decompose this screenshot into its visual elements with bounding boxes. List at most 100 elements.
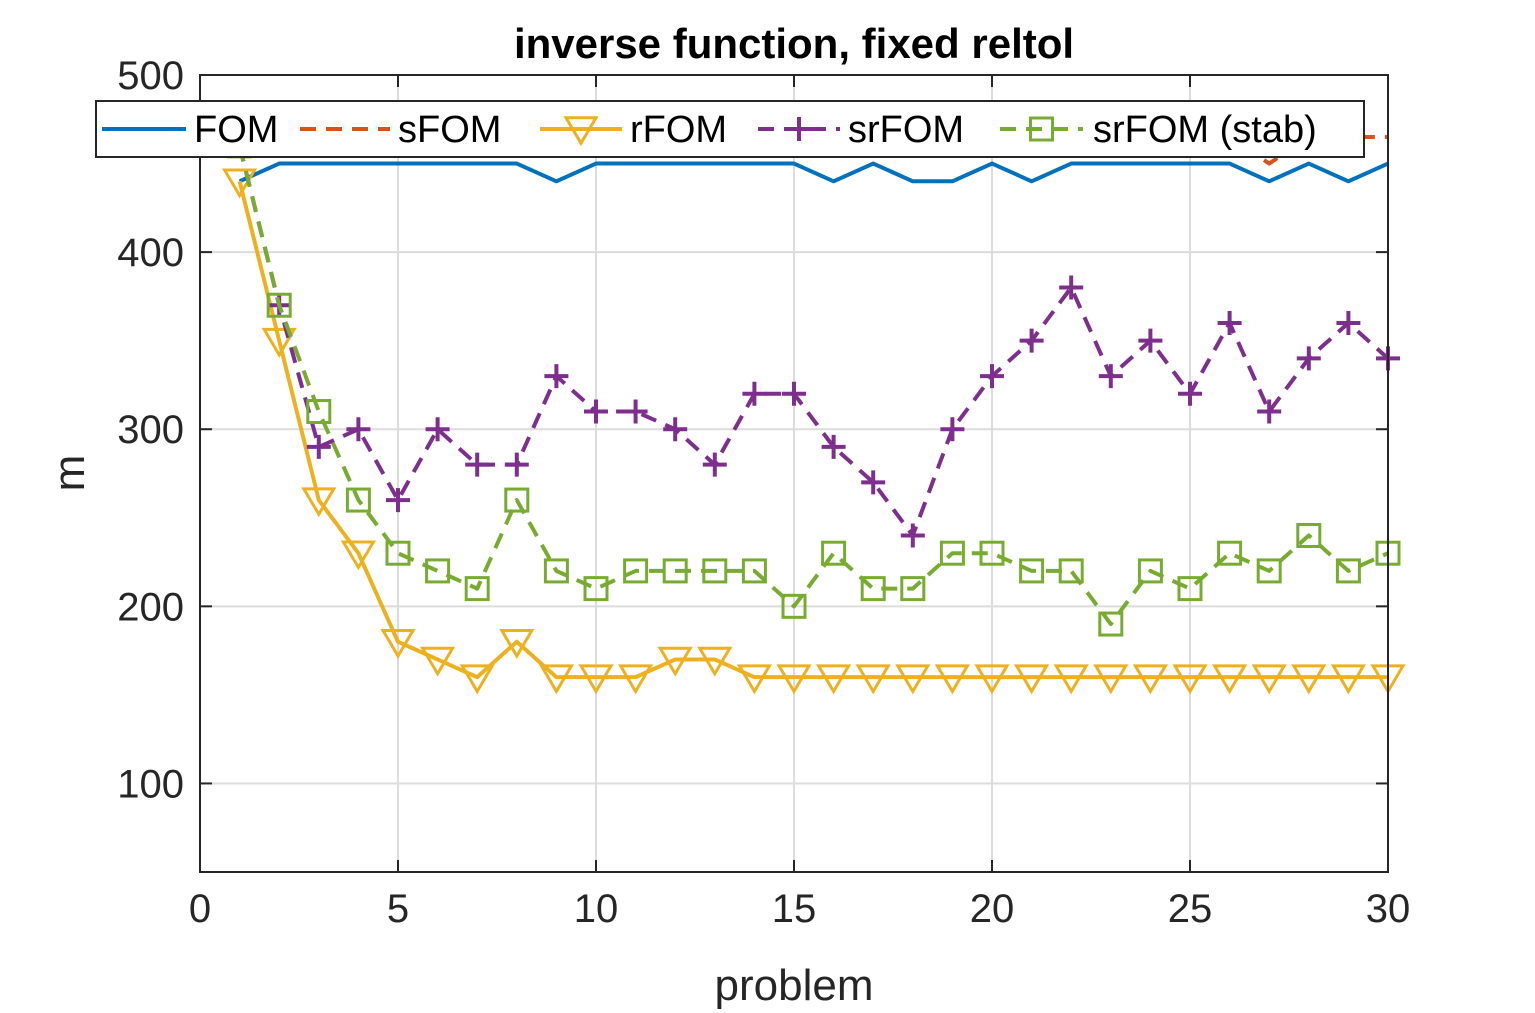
data-point [860, 576, 886, 602]
data-point [499, 629, 535, 659]
data-point [1059, 275, 1084, 300]
data-point [425, 417, 450, 442]
data-point [980, 364, 1004, 389]
data-point [1132, 664, 1169, 695]
legend-entry: srFOM (stab) [1000, 109, 1317, 151]
legend-entry: srFOM [758, 109, 964, 151]
series-srfom-stab [227, 133, 1401, 637]
data-point [776, 664, 812, 695]
data-point [702, 558, 728, 584]
data-point [895, 664, 931, 695]
legend-entry: sFOM [300, 109, 501, 151]
data-point [736, 664, 773, 695]
data-point [1178, 381, 1202, 406]
data-point [1330, 664, 1367, 695]
legend-entry: FOM [102, 109, 278, 151]
y-tick-label: 300 [117, 408, 184, 452]
data-point [583, 576, 609, 602]
data-point [386, 488, 410, 513]
data-point [940, 417, 965, 442]
legend-label: srFOM [848, 109, 964, 151]
data-point [1335, 558, 1361, 584]
data-point [741, 558, 767, 584]
data-point [380, 629, 416, 659]
data-point [306, 434, 331, 459]
data-point [544, 364, 569, 389]
data-point [1177, 576, 1203, 602]
data-point [419, 646, 456, 677]
data-point [1053, 664, 1089, 695]
data-point [301, 487, 337, 518]
data-point [504, 487, 530, 513]
data-point [459, 664, 495, 695]
x-tick-label: 5 [387, 887, 409, 931]
data-point [346, 417, 371, 442]
data-point [1019, 558, 1045, 584]
data-point [697, 646, 733, 677]
data-point [1296, 522, 1322, 548]
legend-label: rFOM [630, 109, 727, 151]
data-point [465, 452, 490, 477]
data-point [900, 523, 925, 548]
data-point [345, 487, 371, 513]
data-point [663, 417, 688, 442]
series-line [237, 180, 1388, 680]
y-tick-label: 200 [117, 585, 184, 629]
y-tick-label: 400 [117, 231, 184, 275]
data-point [1291, 664, 1327, 695]
data-point [306, 399, 332, 425]
data-point [1138, 328, 1163, 353]
data-point [979, 540, 1005, 566]
data-point [1098, 611, 1124, 637]
grid [200, 75, 1388, 872]
data-point [538, 664, 575, 695]
x-tick-label: 30 [1366, 887, 1411, 931]
data-point [623, 558, 649, 584]
data-point [261, 327, 297, 358]
data-point [855, 664, 891, 695]
data-point [617, 664, 654, 695]
data-point [782, 381, 806, 406]
y-tick-label: 100 [117, 762, 184, 806]
x-tick-label: 0 [189, 887, 211, 931]
data-point [821, 540, 847, 566]
data-point [340, 540, 377, 571]
data-point [543, 558, 569, 584]
data-point [934, 664, 971, 695]
data-point [1336, 310, 1361, 335]
y-tick-label: 500 [117, 54, 184, 98]
chart-title: inverse function, fixed reltol [514, 20, 1074, 67]
data-point [1019, 328, 1044, 353]
data-point [464, 576, 490, 602]
data-point [1217, 540, 1243, 566]
x-tick-label: 25 [1168, 887, 1213, 931]
data-point [1256, 558, 1282, 584]
data-point [900, 576, 926, 602]
series-rfom [221, 168, 1406, 695]
legend-marker [1029, 116, 1054, 142]
axis-ticks [199, 74, 1389, 872]
data-point [1098, 364, 1123, 389]
data-point [1217, 310, 1242, 335]
data-point [1211, 664, 1248, 695]
x-tick-label: 10 [574, 887, 619, 931]
data-point [1172, 664, 1208, 695]
legend: FOM sFOM rFOM srFOM srFOM (stab) [95, 100, 1365, 158]
data-point [584, 399, 608, 424]
data-point [781, 593, 807, 619]
x-axis-label: problem [715, 961, 874, 1010]
legend-label: FOM [194, 109, 278, 151]
legend-label: sFOM [398, 109, 501, 151]
x-tick-label: 15 [772, 887, 817, 931]
data-point [815, 664, 852, 695]
data-point [425, 558, 451, 584]
series-line [237, 145, 1389, 627]
tick-labels: 0 5 10 15 20 25 30 100 200 300 400 500 [117, 54, 1410, 931]
series-line [238, 161, 1389, 184]
legend-entry: rFOM [540, 109, 727, 151]
data-point [623, 399, 648, 424]
data-point [657, 646, 693, 677]
data-point [1013, 664, 1050, 695]
x-tick-label: 20 [970, 887, 1015, 931]
